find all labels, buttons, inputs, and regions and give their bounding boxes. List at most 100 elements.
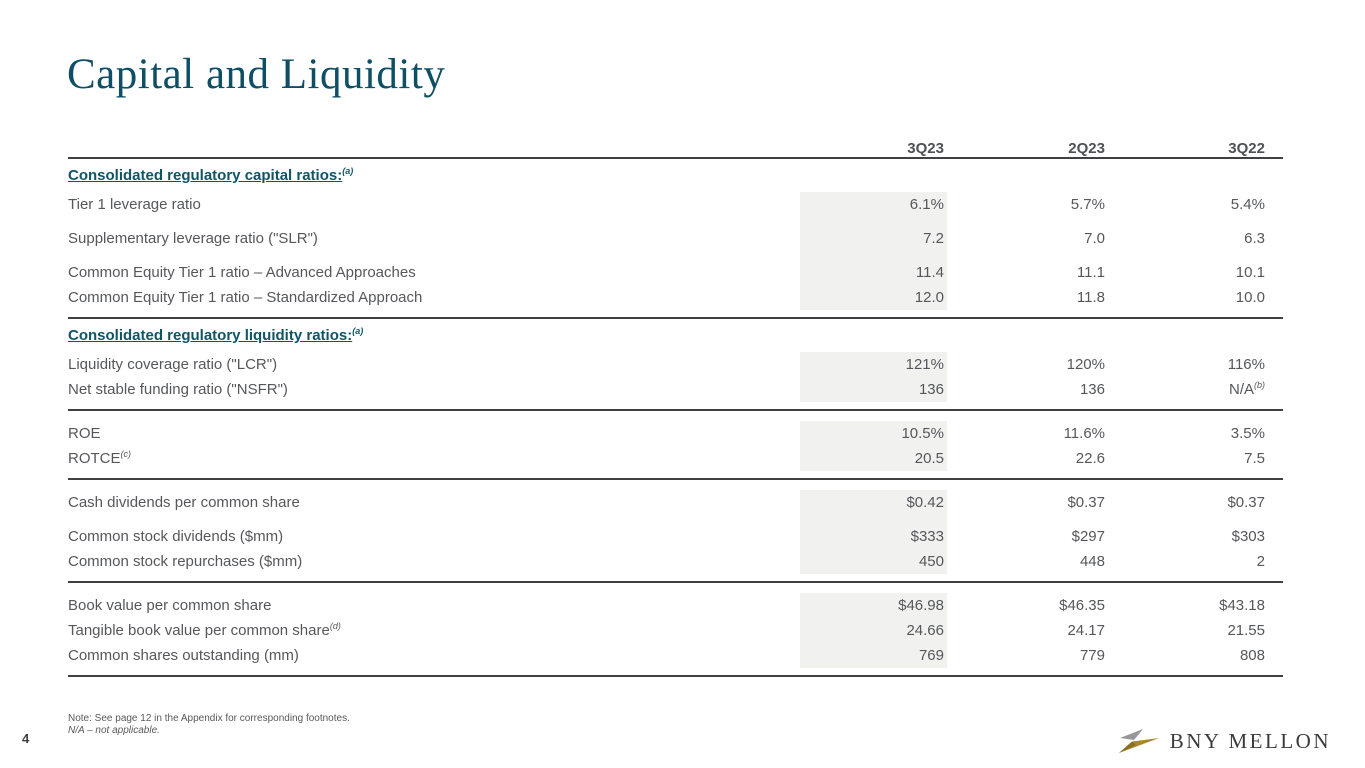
table-row: Book value per common share $46.98 $46.35 $…	[68, 593, 1283, 618]
cell-2q23: 22.6	[1075, 450, 1105, 467]
cell-3q23: 450	[918, 553, 944, 570]
row-label: Cash dividends per common share	[68, 494, 300, 511]
table-header-row: 3Q23 2Q23 3Q22	[68, 133, 1283, 157]
column-header-2q23: 2Q23	[1068, 140, 1105, 157]
cell-3q22: $43.18	[1219, 597, 1265, 614]
row-label: Common stock dividends ($mm)	[68, 528, 284, 545]
cell-3q23: 769	[918, 647, 944, 664]
cell-3q22: 2	[1256, 553, 1265, 570]
cell-2q23: $297	[1071, 528, 1105, 545]
cell-3q22: 3.5%	[1230, 425, 1265, 442]
page-number: 4	[22, 731, 30, 746]
cell-3q23: $46.98	[898, 597, 944, 614]
footnote-na: N/A – not applicable.	[68, 725, 160, 736]
footnote-marker: (c)	[120, 449, 132, 459]
footnotes: Note: See page 12 in the Appendix for co…	[68, 713, 350, 737]
table-row: Supplementary leverage ratio ("SLR") 7.2 7…	[68, 226, 1283, 251]
section-rows: Book value per common share $46.98 $46.35 $…	[68, 593, 1283, 668]
cell-2q23: 120%	[1066, 356, 1105, 373]
highlight-band-3q23	[800, 421, 947, 471]
section-rows: Cash dividends per common share $0.42 $0.3…	[68, 490, 1283, 574]
cell-3q23: $333	[910, 528, 944, 545]
table-bottom-rule	[68, 675, 1283, 677]
table-row: Common stock repurchases ($mm) 450 448 2	[68, 549, 1283, 574]
cell-3q22: 7.5	[1244, 450, 1265, 467]
cell-3q23: 10.5%	[901, 425, 944, 442]
table-section: ROE 10.5% 11.6% 3.5% ROTCE(c) 20.5 22.6 7.5	[68, 409, 1283, 478]
cell-3q22: 21.55	[1227, 622, 1265, 639]
row-label: Tangible book value per common share(d)	[68, 621, 341, 640]
cell-2q23: 11.1	[1076, 264, 1105, 281]
section-header: Consolidated regulatory liquidity ratios…	[68, 323, 1283, 349]
cell-2q23: 24.17	[1067, 622, 1105, 639]
row-label: Supplementary leverage ratio ("SLR")	[68, 230, 318, 247]
cell-3q23: $0.42	[906, 494, 944, 511]
column-header-3q23: 3Q23	[907, 140, 944, 157]
cell-3q22: N/A(b)	[1228, 380, 1265, 399]
highlight-band-3q23	[800, 192, 947, 310]
highlight-band-3q23	[800, 352, 947, 402]
cell-3q23: 136	[918, 381, 944, 398]
row-label: Book value per common share	[68, 597, 272, 614]
cell-2q23: 448	[1079, 553, 1105, 570]
table-row: Common Equity Tier 1 ratio – Advanced Ap…	[68, 260, 1283, 285]
table-body: Consolidated regulatory capital ratios:(…	[68, 157, 1283, 675]
section-rows: Tier 1 leverage ratio 6.1% 5.7% 5.4% Supplem…	[68, 192, 1283, 310]
bnym-logo-text: BNY MELLON	[1169, 729, 1331, 753]
row-label: ROTCE(c)	[68, 449, 132, 468]
cell-2q23: 11.8	[1076, 289, 1105, 306]
bnym-arrow-icon	[1118, 729, 1159, 753]
table-row: ROE 10.5% 11.6% 3.5%	[68, 421, 1283, 446]
cell-3q22: 116%	[1227, 356, 1265, 373]
page-title: Capital and Liquidity	[67, 51, 446, 98]
table-section: Book value per common share $46.98 $46.35 $…	[68, 581, 1283, 675]
bnym-logo: BNY MELLON	[1118, 728, 1331, 755]
row-label: Liquidity coverage ratio ("LCR")	[68, 356, 278, 373]
section-header: Consolidated regulatory capital ratios:(…	[68, 163, 1283, 189]
table-row: ROTCE(c) 20.5 22.6 7.5	[68, 446, 1283, 471]
row-label: Tier 1 leverage ratio	[68, 196, 201, 213]
cell-2q23: 136	[1079, 381, 1105, 398]
cell-3q22: $0.37	[1227, 494, 1265, 511]
cell-3q22: 10.0	[1235, 289, 1265, 306]
footnote-marker: (d)	[329, 621, 341, 631]
highlight-band-3q23	[800, 593, 947, 668]
section-rows: ROE 10.5% 11.6% 3.5% ROTCE(c) 20.5 22.6 7.5	[68, 421, 1283, 471]
cell-2q23: $46.35	[1059, 597, 1105, 614]
footnote-marker: (a)	[342, 166, 354, 176]
row-label: Common Equity Tier 1 ratio – Standardize…	[68, 289, 423, 306]
cell-3q23: 11.4	[915, 264, 944, 281]
table-section: Consolidated regulatory capital ratios:(…	[68, 157, 1283, 317]
cell-3q22: 6.3	[1244, 230, 1265, 247]
table-section: Consolidated regulatory liquidity ratios…	[68, 317, 1283, 409]
table-row: Common shares outstanding (mm) 769 779 808	[68, 643, 1283, 668]
table-row: Tangible book value per common share(d) 2…	[68, 618, 1283, 643]
table-row: Liquidity coverage ratio ("LCR") 121% 120%…	[68, 352, 1283, 377]
footnote-marker: (a)	[352, 326, 364, 336]
cell-3q22: 5.4%	[1230, 196, 1265, 213]
cell-3q23: 121%	[905, 356, 944, 373]
column-header-3q22: 3Q22	[1228, 140, 1265, 157]
cell-3q23: 12.0	[914, 289, 944, 306]
row-label: Net stable funding ratio ("NSFR")	[68, 381, 288, 398]
row-label: Common stock repurchases ($mm)	[68, 553, 303, 570]
section-header-text: Consolidated regulatory capital ratios:	[68, 167, 343, 184]
row-label: ROE	[68, 425, 101, 442]
cell-3q22: 10.1	[1235, 264, 1265, 281]
cell-3q22: $303	[1231, 528, 1265, 545]
footnote-note: Note: See page 12 in the Appendix for co…	[68, 713, 350, 724]
cell-2q23: 11.6%	[1063, 425, 1105, 442]
cell-3q22: 808	[1239, 647, 1265, 664]
highlight-band-3q23	[800, 490, 947, 574]
cell-3q23: 20.5	[914, 450, 944, 467]
cell-3q23: 24.66	[906, 622, 944, 639]
cell-2q23: 5.7%	[1070, 196, 1105, 213]
cell-2q23: 7.0	[1084, 230, 1105, 247]
row-label: Common shares outstanding (mm)	[68, 647, 299, 664]
table-row: Net stable funding ratio ("NSFR") 136 136 N…	[68, 377, 1283, 402]
cell-2q23: $0.37	[1067, 494, 1105, 511]
section-rows: Liquidity coverage ratio ("LCR") 121% 120%…	[68, 352, 1283, 402]
row-label: Common Equity Tier 1 ratio – Advanced Ap…	[68, 264, 416, 281]
cell-2q23: 779	[1079, 647, 1105, 664]
